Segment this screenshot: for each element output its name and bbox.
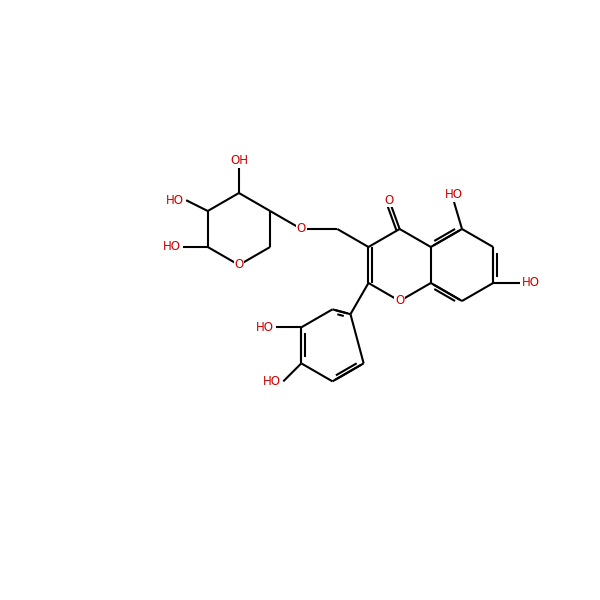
Text: HO: HO	[163, 241, 181, 253]
Text: HO: HO	[522, 277, 540, 289]
Text: OH: OH	[230, 154, 248, 167]
Text: HO: HO	[166, 194, 184, 206]
Text: O: O	[385, 194, 394, 207]
Text: HO: HO	[445, 188, 463, 201]
Text: HO: HO	[256, 321, 274, 334]
Text: O: O	[235, 259, 244, 271]
Text: HO: HO	[263, 375, 281, 388]
Text: O: O	[395, 295, 404, 307]
Text: O: O	[296, 223, 306, 235]
